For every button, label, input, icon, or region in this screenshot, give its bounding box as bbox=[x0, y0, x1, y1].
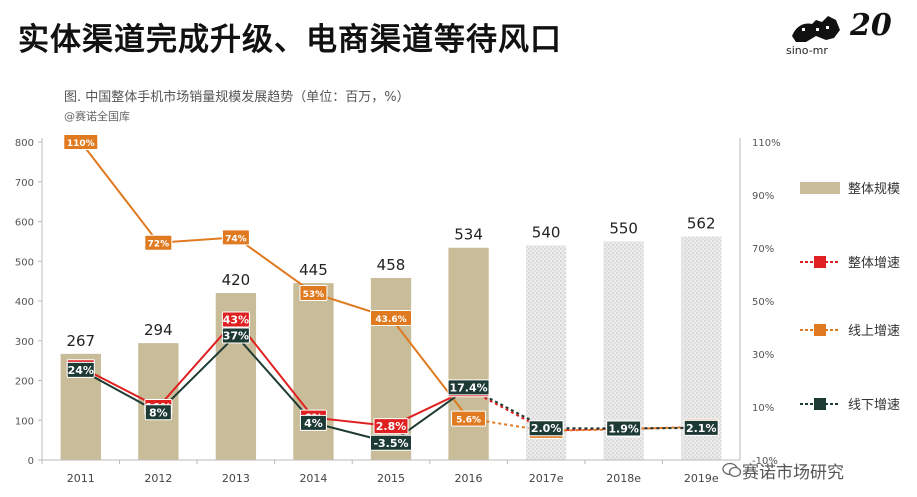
logo-number: 20 bbox=[850, 8, 892, 43]
sino-mr-logo bbox=[792, 16, 840, 42]
data-label: -3.5% bbox=[373, 437, 408, 450]
series-line-forecast bbox=[468, 417, 702, 432]
data-label: 37% bbox=[223, 329, 249, 342]
data-label-box bbox=[370, 434, 412, 451]
y-right-tick-label: 10% bbox=[752, 403, 774, 414]
x-tick-label: 2017e bbox=[529, 472, 564, 485]
x-tick-label: 2019e bbox=[684, 472, 719, 485]
chart-axes: 0 100 200 300 400 500 600 700 800 -10% 10% 30% 50% 70… bbox=[15, 138, 781, 485]
data-label-box bbox=[373, 418, 409, 435]
data-label: 17.4% bbox=[449, 381, 487, 394]
x-tick-label: 2016 bbox=[455, 472, 483, 485]
bar-value-label: 267 bbox=[66, 332, 95, 350]
data-label: 2.1% bbox=[686, 422, 717, 435]
bar bbox=[293, 283, 334, 460]
bar-value-label: 540 bbox=[532, 223, 561, 241]
data-label-box bbox=[528, 420, 564, 437]
y-right-tick-label: 110% bbox=[752, 138, 781, 149]
y-right-tick-label: 90% bbox=[752, 191, 774, 202]
data-label: 5.6% bbox=[456, 416, 481, 426]
bar-value-label: 458 bbox=[377, 256, 406, 274]
legend-label: 整体规模 bbox=[848, 182, 900, 197]
data-label-box bbox=[451, 410, 487, 427]
page-title: 实体渠道完成升级、电商渠道等待风口 bbox=[18, 22, 562, 58]
chart-labels: 26729442044545853454055056225%10%43%6%2.… bbox=[63, 134, 719, 451]
data-label-box bbox=[66, 361, 95, 378]
y-left-tick-label: 600 bbox=[15, 218, 34, 229]
y-right-tick-label: 50% bbox=[752, 297, 774, 308]
data-label: 43% bbox=[223, 314, 249, 327]
data-label: 8% bbox=[149, 406, 168, 419]
x-tick-label: 2013 bbox=[222, 472, 250, 485]
data-label: 4% bbox=[304, 417, 323, 430]
x-tick-label: 2015 bbox=[377, 472, 405, 485]
bar bbox=[448, 247, 489, 460]
data-label: 2.8% bbox=[376, 420, 407, 433]
x-tick-label: 2012 bbox=[144, 472, 172, 485]
y-left-tick-label: 700 bbox=[15, 178, 34, 189]
y-right-tick-label: 70% bbox=[752, 244, 774, 255]
data-label: 2.0% bbox=[531, 422, 562, 435]
legend-label: 线上增速 bbox=[848, 324, 900, 339]
chart-source: @赛诺全国库 bbox=[64, 110, 130, 123]
data-label: 43.6% bbox=[375, 315, 406, 325]
data-label-box bbox=[370, 309, 412, 326]
data-label-box bbox=[221, 327, 250, 344]
y-right-tick-label: 30% bbox=[752, 350, 774, 361]
bar-value-label: 445 bbox=[299, 261, 328, 279]
data-label-box bbox=[144, 404, 172, 421]
bar-value-label: 420 bbox=[222, 271, 251, 289]
data-label-box bbox=[683, 419, 719, 436]
y-left-tick-label: 500 bbox=[15, 257, 34, 268]
y-left-tick-label: 100 bbox=[15, 416, 34, 427]
legend-swatch-bar bbox=[800, 182, 840, 194]
legend-label: 整体增速 bbox=[848, 256, 900, 271]
data-label-box bbox=[63, 134, 99, 150]
data-label-box bbox=[299, 414, 327, 431]
data-label-box bbox=[606, 420, 642, 437]
logo-text: sino-mr bbox=[786, 44, 828, 57]
watermark-text: 赛诺市场研究 bbox=[742, 463, 844, 483]
series-line-forecast bbox=[468, 386, 702, 430]
data-label: 72% bbox=[148, 240, 170, 250]
legend-label: 线下增速 bbox=[848, 398, 900, 413]
data-label: 110% bbox=[67, 139, 95, 149]
data-label-box bbox=[447, 379, 490, 396]
y-left-tick-label: 200 bbox=[15, 377, 34, 388]
bar-value-label: 562 bbox=[687, 215, 716, 233]
data-label-box bbox=[299, 285, 328, 302]
y-left-tick-label: 0 bbox=[28, 456, 34, 467]
series-line-forecast bbox=[468, 388, 702, 432]
y-left-tick-label: 300 bbox=[15, 337, 34, 348]
data-label-box bbox=[144, 234, 173, 251]
bar-value-label: 294 bbox=[144, 321, 173, 339]
x-tick-label: 2011 bbox=[67, 472, 95, 485]
legend-swatch-marker bbox=[814, 256, 826, 268]
legend-swatch-marker bbox=[814, 398, 826, 410]
legend-swatch-marker bbox=[814, 324, 826, 336]
bar-value-label: 550 bbox=[609, 219, 638, 237]
data-label: 24% bbox=[68, 364, 94, 377]
y-left-tick-label: 800 bbox=[15, 138, 34, 149]
x-tick-label: 2014 bbox=[299, 472, 327, 485]
data-label: 53% bbox=[303, 290, 325, 300]
y-right-tick-label: -10% bbox=[752, 456, 778, 467]
y-left-tick-label: 400 bbox=[15, 297, 34, 308]
x-tick-label: 2018e bbox=[606, 472, 641, 485]
chart-title: 图. 中国整体手机市场销量规模发展趋势（单位：百万，%） bbox=[64, 90, 410, 105]
bar-value-label: 534 bbox=[454, 226, 483, 244]
data-label: 74% bbox=[225, 234, 247, 244]
data-label-box bbox=[221, 311, 250, 328]
data-label-box bbox=[221, 229, 250, 246]
wechat-icon bbox=[722, 462, 742, 478]
data-label: 1.9% bbox=[608, 422, 639, 435]
series-line-solid bbox=[79, 141, 470, 420]
